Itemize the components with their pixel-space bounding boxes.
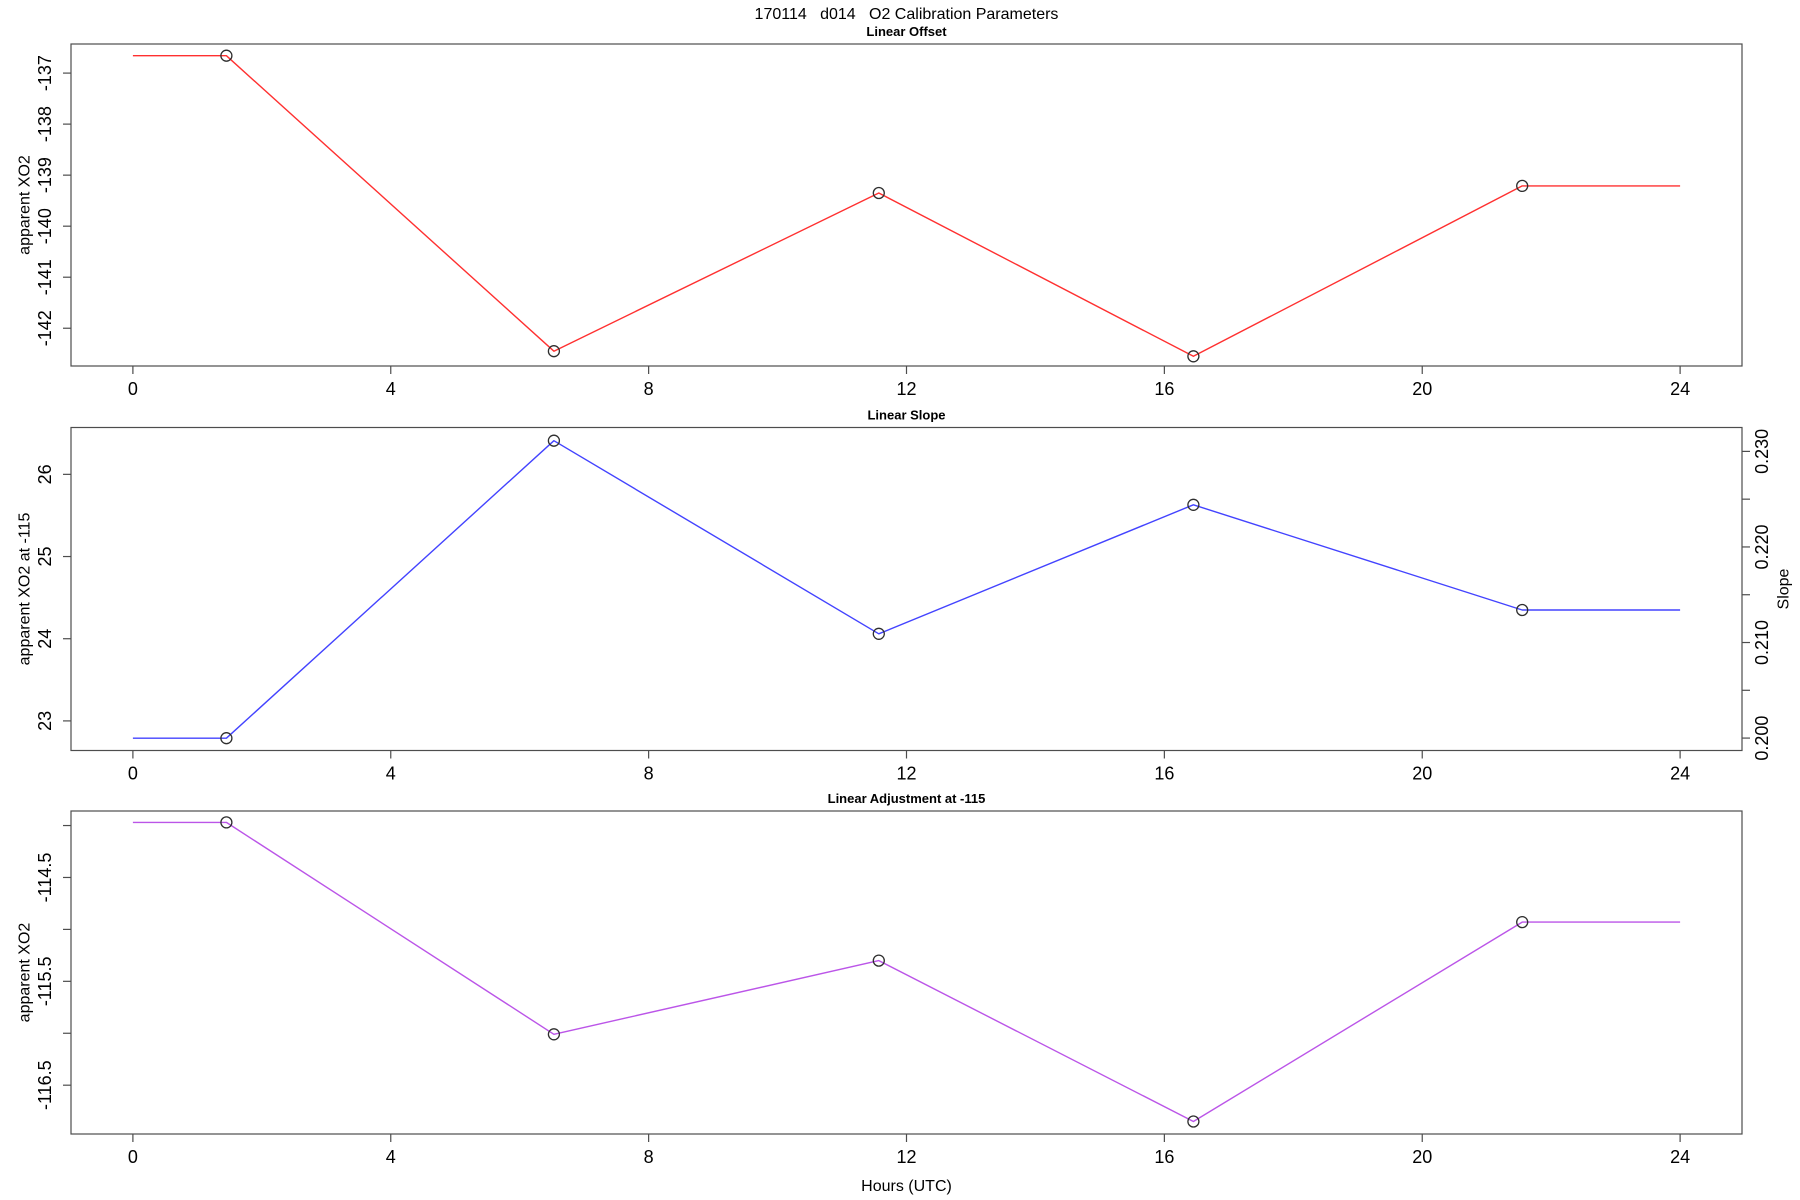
- data-point-marker: [1187, 1115, 1200, 1128]
- panel-linear-offset: Linear Offset 0 4 8 12 16 20 24 -142 -141 -140 -139…: [17, 24, 1743, 399]
- y-tick-label: 24: [35, 629, 55, 649]
- y-tick-label: -116.5: [35, 1060, 55, 1110]
- plot-border: [70, 810, 1743, 1135]
- y-tick-label: -140: [35, 208, 55, 244]
- series-line: [132, 440, 1681, 739]
- x-tick-label: 0: [128, 764, 138, 784]
- y-tick-label: 23: [35, 711, 55, 731]
- panel-linear-slope: Linear Slope 0 4 8 12 16 20 24 23 24 25 26 apparent …: [17, 408, 1793, 784]
- x-tick-label: 20: [1412, 379, 1432, 399]
- data-point-marker: [547, 434, 561, 447]
- y-tick-label: 26: [35, 464, 55, 484]
- y-axis-label: apparent XO2 at -115: [17, 513, 34, 666]
- right-y-tick-label: 0.230: [1752, 429, 1772, 474]
- data-point-marker: [1516, 915, 1529, 929]
- x-tick-label: 4: [386, 764, 396, 784]
- x-tick-label: 12: [896, 1147, 916, 1167]
- panel-linear-adjustment-at-115: Linear Adjustment at -115 0 4 8 12 16 20 24 -116…: [17, 791, 1743, 1195]
- data-point-marker: [220, 732, 233, 745]
- plot-border: [70, 43, 1743, 367]
- right-y-tick-label: 0.210: [1752, 620, 1772, 665]
- data-point-marker: [872, 627, 885, 640]
- plot-border: [70, 426, 1743, 752]
- data-point-marker: [1187, 498, 1200, 511]
- x-axis-label: Hours (UTC): [861, 1178, 952, 1195]
- x-tick-label: 24: [1670, 764, 1690, 784]
- x-tick-label: 0: [128, 1147, 138, 1167]
- y-tick-label: -141: [35, 259, 55, 295]
- data-point-marker: [872, 954, 885, 967]
- data-point-marker: [1516, 603, 1529, 617]
- data-point-marker: [220, 816, 233, 829]
- right-axis-label: Slope: [1776, 568, 1793, 609]
- y-tick-label: -142: [35, 310, 55, 346]
- x-tick-label: 16: [1154, 1147, 1174, 1167]
- y-tick-label: -138: [35, 106, 55, 142]
- data-point-marker: [220, 49, 233, 62]
- data-point-marker: [1516, 179, 1529, 193]
- x-tick-label: 20: [1412, 764, 1432, 784]
- y-tick-label: -115.5: [35, 956, 55, 1006]
- x-tick-label: 24: [1670, 1147, 1690, 1167]
- y-tick-label: -114.5: [35, 853, 55, 903]
- main-title: 170114 d014 O2 Calibration Parameters: [754, 6, 1059, 23]
- series-line: [132, 55, 1681, 357]
- data-point-marker: [547, 1028, 561, 1041]
- series-line: [132, 821, 1681, 1123]
- x-tick-label: 4: [386, 379, 396, 399]
- x-tick-label: 4: [386, 1147, 396, 1167]
- x-tick-label: 20: [1412, 1147, 1432, 1167]
- y-axis-label: apparent XO2: [17, 155, 34, 255]
- x-tick-label: 24: [1670, 379, 1690, 399]
- x-tick-label: 0: [128, 379, 138, 399]
- data-point-marker: [1187, 350, 1200, 363]
- panel-title: Linear Offset: [866, 24, 947, 39]
- right-y-tick-label: 0.200: [1752, 716, 1772, 761]
- y-tick-label: 25: [35, 547, 55, 567]
- y-axis-label: apparent XO2: [17, 923, 34, 1023]
- right-y-tick-label: 0.220: [1752, 524, 1772, 569]
- panel-title: Linear Adjustment at -115: [828, 791, 986, 806]
- data-point-marker: [547, 345, 561, 358]
- y-tick-label: -139: [35, 157, 55, 193]
- y-tick-label: -137: [35, 55, 55, 91]
- x-tick-label: 16: [1154, 379, 1174, 399]
- x-tick-label: 16: [1154, 764, 1174, 784]
- x-tick-label: 12: [896, 379, 916, 399]
- panel-title: Linear Slope: [867, 408, 945, 423]
- x-tick-label: 8: [644, 1147, 654, 1167]
- x-tick-label: 8: [644, 379, 654, 399]
- x-tick-label: 8: [644, 764, 654, 784]
- x-tick-label: 12: [896, 764, 916, 784]
- data-point-marker: [872, 186, 885, 200]
